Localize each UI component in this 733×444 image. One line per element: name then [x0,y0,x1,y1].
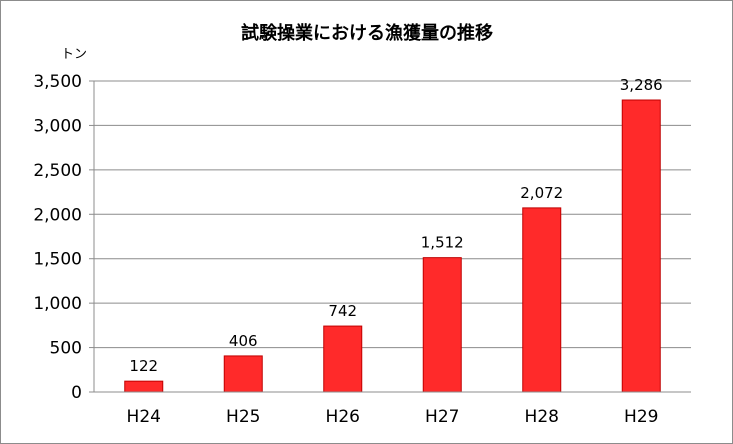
bar-h24 [124,380,164,393]
x-axis-ticks: H24 H25 H26 H27 H28 H29 [127,407,659,427]
y-tick-label: 500 [50,339,82,359]
data-label: 406 [229,332,258,350]
x-tick-label: H24 [127,407,161,427]
data-label: 2,072 [520,184,563,202]
bar-h27 [422,257,462,393]
gridlines [94,80,691,349]
data-label: 742 [328,302,357,320]
data-labels: 122 406 742 1,512 2,072 3,286 [129,76,662,375]
bars [124,99,661,393]
y-tick-label: 3,500 [33,72,82,92]
y-tick-label: 1,500 [33,250,82,270]
y-tick-label: 2,500 [33,161,82,181]
x-tick-label: H28 [525,407,559,427]
chart-title: 試験操業における漁獲量の推移 [241,22,493,44]
bar-h26 [323,325,363,393]
bar-h29 [621,99,661,393]
x-tick-label: H26 [326,407,360,427]
y-tick-label: 2,000 [33,205,82,225]
data-label: 1,512 [421,234,464,252]
data-label: 3,286 [620,76,663,94]
data-label: 122 [129,357,158,375]
bar-h25 [223,355,263,393]
x-tick-label: H25 [226,407,260,427]
x-tick-label: H29 [624,407,658,427]
y-axis-ticks: 0 500 1,000 1,500 2,000 2,500 3,000 3,500 [33,72,94,403]
bar-h28 [522,207,562,393]
y-axis-unit-label: トン [61,47,87,62]
y-tick-label: 0 [71,383,82,403]
x-tick-label: H27 [425,407,459,427]
y-tick-label: 1,000 [33,294,82,314]
y-tick-label: 3,000 [33,116,82,136]
